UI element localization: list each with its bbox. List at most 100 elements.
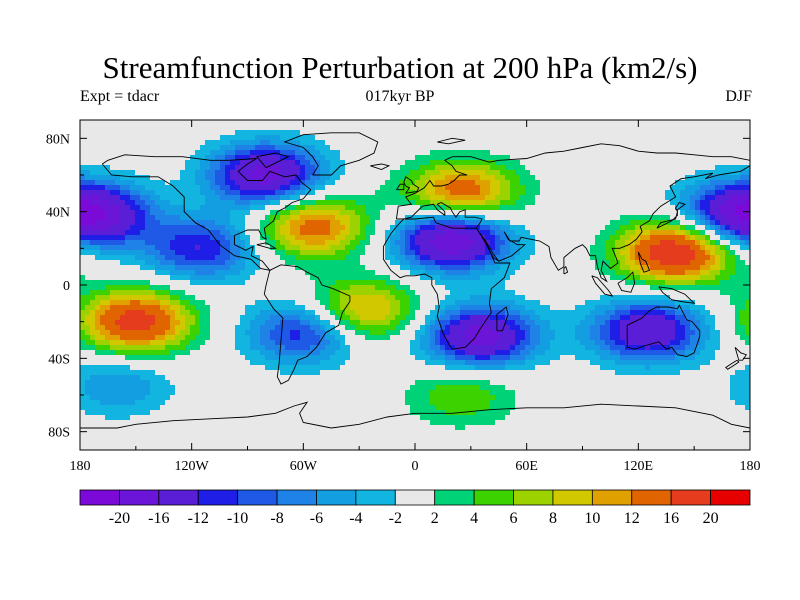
field-cell: [495, 245, 501, 251]
field-cell: [140, 160, 146, 166]
field-cell: [210, 180, 216, 186]
field-cell: [310, 295, 316, 301]
field-cell: [495, 215, 501, 221]
field-cell: [705, 280, 711, 286]
field-cell: [510, 225, 516, 231]
field-cell: [515, 160, 521, 166]
field-cell: [80, 160, 86, 166]
field-cell: [730, 145, 736, 151]
field-cell: [145, 145, 151, 151]
field-cell: [260, 170, 266, 176]
field-cell: [685, 265, 691, 271]
field-cell: [430, 250, 436, 256]
field-cell: [235, 140, 241, 146]
field-cell: [630, 290, 636, 296]
field-cell: [490, 150, 496, 156]
field-cell: [485, 145, 491, 151]
field-cell: [690, 290, 696, 296]
field-cell: [90, 295, 96, 301]
field-cell: [545, 295, 551, 301]
field-cell: [215, 150, 221, 156]
field-cell: [440, 185, 446, 191]
field-cell: [610, 125, 616, 131]
field-cell: [365, 150, 371, 156]
field-cell: [530, 255, 536, 261]
field-cell: [270, 140, 276, 146]
field-cell: [85, 145, 91, 151]
field-cell: [740, 210, 746, 216]
field-cell: [655, 205, 661, 211]
field-cell: [710, 275, 716, 281]
field-cell: [375, 245, 381, 251]
field-cell: [670, 135, 676, 141]
field-cell: [690, 240, 696, 246]
field-cell: [410, 245, 416, 251]
field-cell: [625, 295, 631, 301]
field-cell: [580, 270, 586, 276]
field-cell: [465, 235, 471, 241]
field-cell: [215, 200, 221, 206]
field-cell: [190, 120, 196, 126]
field-cell: [550, 295, 556, 301]
field-cell: [180, 155, 186, 161]
field-cell: [155, 160, 161, 166]
field-cell: [555, 275, 561, 281]
field-cell: [100, 135, 106, 141]
field-cell: [620, 300, 626, 306]
field-cell: [485, 140, 491, 146]
field-cell: [185, 255, 191, 261]
field-cell: [255, 260, 261, 266]
field-cell: [455, 210, 461, 216]
field-cell: [285, 200, 291, 206]
field-cell: [315, 265, 321, 271]
field-cell: [455, 140, 461, 146]
field-cell: [365, 160, 371, 166]
field-cell: [220, 225, 226, 231]
field-cell: [455, 135, 461, 141]
field-cell: [440, 220, 446, 226]
field-cell: [660, 235, 666, 241]
field-cell: [525, 260, 531, 266]
field-cell: [715, 130, 721, 136]
field-cell: [500, 135, 506, 141]
field-cell: [120, 290, 126, 296]
field-cell: [95, 180, 101, 186]
field-cell: [580, 230, 586, 236]
field-cell: [355, 230, 361, 236]
field-cell: [275, 230, 281, 236]
field-cell: [590, 225, 596, 231]
field-cell: [600, 120, 606, 126]
field-cell: [555, 245, 561, 251]
field-cell: [540, 170, 546, 176]
field-cell: [740, 135, 746, 141]
field-cell: [160, 145, 166, 151]
field-cell: [405, 270, 411, 276]
field-cell: [375, 200, 381, 206]
field-cell: [150, 130, 156, 136]
field-cell: [430, 185, 436, 191]
field-cell: [285, 155, 291, 161]
field-cell: [505, 230, 511, 236]
field-cell: [460, 125, 466, 131]
field-cell: [175, 230, 181, 236]
field-cell: [440, 205, 446, 211]
field-cell: [600, 190, 606, 196]
field-cell: [700, 175, 706, 181]
field-cell: [490, 135, 496, 141]
field-cell: [125, 210, 131, 216]
field-cell: [275, 200, 281, 206]
field-cell: [355, 220, 361, 226]
field-cell: [595, 300, 601, 306]
field-cell: [400, 155, 406, 161]
field-cell: [455, 205, 461, 211]
field-cell: [85, 305, 91, 311]
field-cell: [695, 220, 701, 226]
field-cell: [120, 215, 126, 221]
field-cell: [515, 280, 521, 286]
field-cell: [245, 250, 251, 256]
field-cell: [510, 180, 516, 186]
field-cell: [320, 245, 326, 251]
field-cell: [245, 120, 251, 126]
field-cell: [470, 120, 476, 126]
field-cell: [300, 175, 306, 181]
